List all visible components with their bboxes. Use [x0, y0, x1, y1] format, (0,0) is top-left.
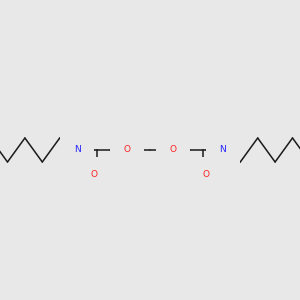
Text: N: N [220, 146, 226, 154]
Text: O: O [203, 170, 210, 179]
Text: O: O [123, 146, 130, 154]
Text: O: O [170, 146, 177, 154]
Text: O: O [90, 170, 97, 179]
Text: N: N [74, 146, 80, 154]
